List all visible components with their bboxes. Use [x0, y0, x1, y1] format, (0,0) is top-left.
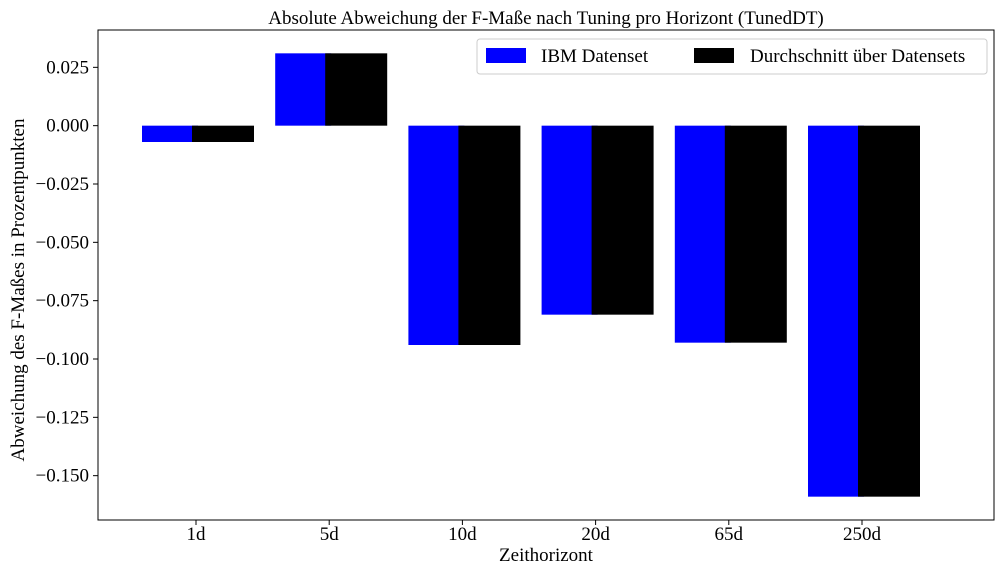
- x-tick-label: 1d: [187, 524, 207, 545]
- bar-average-250d: [858, 125, 920, 497]
- legend-swatch-ibm: [486, 48, 526, 63]
- bar-average-5d: [325, 53, 388, 126]
- y-tick-label: −0.075: [36, 291, 89, 312]
- legend: IBM Datenset Durchschnitt über Datensets: [476, 38, 988, 75]
- bar-ibm-5d: [275, 53, 332, 126]
- plot-area: [142, 53, 920, 497]
- y-tick-label: −0.050: [36, 232, 89, 253]
- bar-ibm-20d: [541, 125, 598, 315]
- bar-average-1d: [192, 125, 254, 142]
- x-tick-label: 20d: [581, 524, 610, 545]
- x-tick-label: 10d: [448, 524, 477, 545]
- plot-frame: [97, 29, 995, 521]
- legend-label-ibm: IBM Datenset: [541, 46, 649, 67]
- bar-ibm-65d: [674, 125, 731, 343]
- y-tick-label: −0.025: [36, 174, 89, 195]
- bar-average-65d: [724, 125, 787, 343]
- legend-label-average: Durchschnitt über Datensets: [750, 46, 965, 67]
- y-tick-label: −0.125: [36, 407, 89, 428]
- y-tick-label: −0.150: [36, 466, 89, 487]
- bar-average-10d: [458, 125, 521, 346]
- bar-ibm-1d: [142, 125, 198, 142]
- y-tick-label: 0.025: [46, 57, 89, 78]
- y-tick-label: −0.100: [36, 349, 89, 370]
- x-tick-label: 5d: [320, 524, 340, 545]
- x-tick-label: 250d: [843, 524, 882, 545]
- bar-ibm-250d: [808, 125, 864, 497]
- y-tick-label: 0.000: [46, 116, 89, 137]
- y-axis: 0.025 0.000 −0.025 −0.050 −0.075 −0.100 −0.125…: [36, 57, 98, 487]
- x-axis-label: Zeithorizont: [499, 545, 594, 566]
- bar-average-20d: [591, 125, 654, 315]
- x-tick-label: 65d: [715, 524, 744, 545]
- bar-ibm-10d: [408, 125, 465, 346]
- legend-swatch-average: [694, 48, 734, 63]
- x-axis: 1d 5d 10d 20d 65d 250d: [187, 520, 882, 545]
- chart-title: Absolute Abweichung der F-Maße nach Tuni…: [268, 8, 824, 29]
- y-axis-label: Abweichung des F-Maßes in Prozentpunkten: [8, 118, 29, 461]
